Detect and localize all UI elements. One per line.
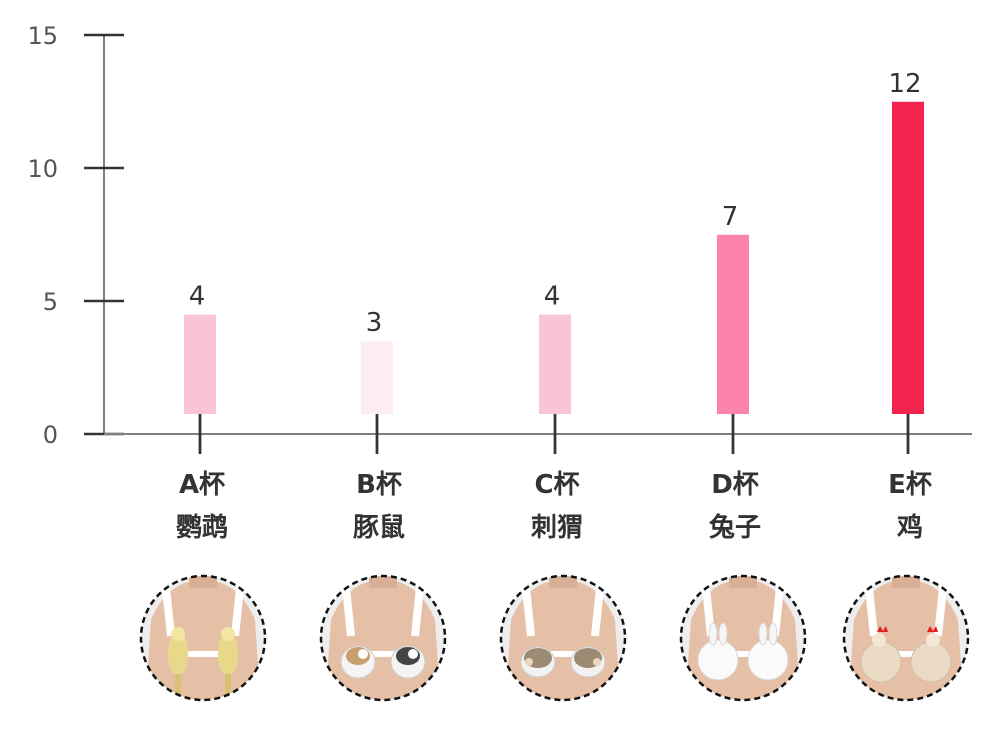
parrot-head [171,627,185,641]
parrot-head [221,627,235,641]
neck [189,576,217,588]
parrot-tail [225,674,231,700]
y-tick-label: 5 [43,288,58,316]
photo-frame [842,574,970,702]
parrot-icon [218,632,238,676]
bar [361,341,393,414]
rabbit-ear [768,622,778,646]
bar [539,314,571,414]
category-label-animal: 鸡 [896,512,923,543]
category-label-animal: 兔子 [709,513,761,543]
chicken-head [872,633,886,647]
bar-value-label: 4 [544,282,561,312]
parrot-icon [168,632,188,676]
parrot-tail [175,674,181,700]
photo-frame [319,574,447,702]
photos [139,574,970,702]
rabbit-icon [697,639,739,681]
neck [892,576,920,588]
chicken-head [926,633,940,647]
category-label-cup: D杯 [711,470,759,500]
bar [184,314,216,414]
bar-value-label: 12 [888,69,921,99]
photo-frame [139,574,267,702]
torso [685,582,801,700]
torso [848,582,964,700]
photo-rabbit-icon [681,576,805,700]
hedgehog-face [593,658,601,666]
hedgehog-face [525,658,533,666]
chicken-icon [910,641,952,683]
y-axis: 0 5 10 15 [27,22,124,449]
y-tick-label: 15 [27,22,58,50]
category-label-animal: 鹦鹉 [175,513,228,543]
photo-parrot-icon [141,576,265,700]
bar [892,101,924,415]
chicken-comb [877,626,888,632]
bar-value-label: 7 [722,202,739,232]
rabbit-ear [758,622,768,646]
photo-chicken-icon [844,576,968,700]
photo-frame [679,574,807,702]
torso [505,582,621,700]
rabbit-icon [747,639,789,681]
bars [184,101,924,454]
rabbit-ear [718,622,728,646]
photo-guinea-pig-icon [321,576,445,700]
category-label-cup: C杯 [534,470,579,500]
x-axis [104,414,972,454]
guinea-pig-patch [358,649,368,659]
neck [729,576,757,588]
category-label-animal: 刺猬 [531,513,583,543]
y-tick-label: 0 [43,421,58,449]
bar-value-label: 3 [366,308,383,338]
torso [325,582,441,700]
data-labels: 4 3 4 7 12 [189,69,922,338]
bar-value-label: 4 [189,282,206,312]
neck [549,576,577,588]
chicken-comb [927,626,938,632]
neck [369,576,397,588]
photo-hedgehog-icon [501,576,625,700]
category-label-cup: A杯 [179,470,225,500]
photo-frame [499,574,627,702]
category-label-cup: E杯 [888,470,932,500]
guinea-pig-patch [408,649,418,659]
torso [145,582,261,700]
rabbit-ear [708,622,718,646]
chicken-icon [860,641,902,683]
y-tick-label: 10 [27,155,58,183]
bar [717,234,749,414]
category-label-cup: B杯 [356,470,402,500]
category-label-animal: 豚鼠 [353,513,405,543]
